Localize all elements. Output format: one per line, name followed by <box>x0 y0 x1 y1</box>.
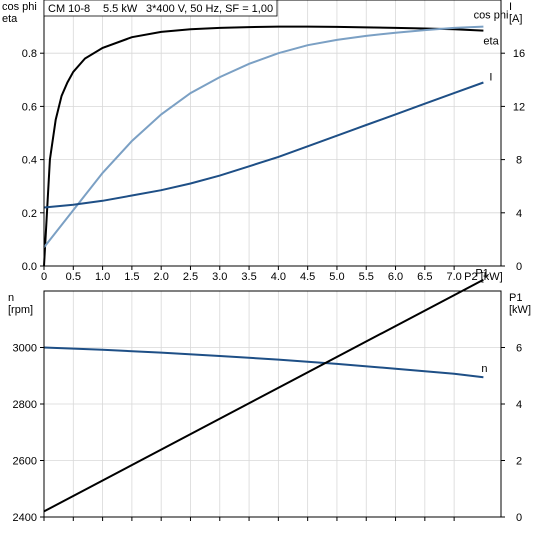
x-tick-label: 0.5 <box>66 271 81 283</box>
x-tick-label: 1.5 <box>124 271 139 283</box>
panel1-right-tick-label: 4 <box>516 208 522 220</box>
panel2-right-tick-label: 2 <box>516 456 522 468</box>
panel1-left-axis-title: eta <box>2 13 18 25</box>
x-tick-label: 3.5 <box>241 271 256 283</box>
chart-frames <box>40 0 505 521</box>
panel2-right-axis-title: P1 <box>509 292 522 304</box>
series-eta-line <box>43 25 484 267</box>
panel2-left-tick-label: 2600 <box>13 456 37 468</box>
panel1-right-tick-label: 12 <box>513 101 525 113</box>
panel2-left-tick-label: 3000 <box>13 343 37 355</box>
header-model: CM 10-8 <box>48 3 90 15</box>
panel1-right-tick-label: 8 <box>516 155 522 167</box>
x-tick-label: 4.5 <box>300 271 315 283</box>
header-supply: 3*400 V, 50 Hz, SF = 1,00 <box>146 3 273 15</box>
x-tick-label: 2.0 <box>154 271 169 283</box>
series-i-label: I <box>489 71 492 83</box>
series-i-line <box>43 81 484 209</box>
panel2-right-tick-label: 6 <box>516 343 522 355</box>
panel1-right-axis-title: [A] <box>509 13 522 25</box>
panel2-right-tick-label: 0 <box>516 512 522 524</box>
x-tick-label: 7.0 <box>446 271 461 283</box>
series-cos-phi-line <box>43 25 484 249</box>
header-power: 5.5 kW <box>103 3 138 15</box>
x-tick-label: 5.0 <box>329 271 344 283</box>
x-tick-label: 0 <box>41 271 47 283</box>
panel1-left-axis-title: cos phi <box>2 1 37 13</box>
panel2-right-tick-label: 4 <box>516 399 522 411</box>
x-tick-label: 2.5 <box>183 271 198 283</box>
x-tick-label: 5.5 <box>359 271 374 283</box>
panel1-left-tick-label: 0.0 <box>22 261 37 273</box>
x-tick-label: 6.5 <box>417 271 432 283</box>
x-tick-label: 6.0 <box>388 271 403 283</box>
panel2-left-tick-label: 2800 <box>13 399 37 411</box>
panel1-left-tick-label: 0.6 <box>22 101 37 113</box>
series-eta-label: eta <box>483 36 499 48</box>
series-n-label: n <box>481 363 487 375</box>
chart-series <box>43 25 484 513</box>
panel1-right-tick-label: 0 <box>516 261 522 273</box>
panel1-right-axis-title: I <box>509 1 512 13</box>
series-p1-label: P1 <box>475 268 488 280</box>
x-tick-label: 3.0 <box>212 271 227 283</box>
panel1-right-tick-label: 16 <box>513 48 525 60</box>
panel1-left-tick-label: 0.4 <box>22 155 37 167</box>
panel2-left-axis-title: [rpm] <box>8 304 33 316</box>
x-tick-label: 4.0 <box>271 271 286 283</box>
panel2-left-axis-title: n <box>8 292 14 304</box>
x-axis-title: P2 [kW] <box>464 271 503 283</box>
panel2-left-tick-label: 2400 <box>13 512 37 524</box>
x-tick-label: 1.0 <box>95 271 110 283</box>
header-box <box>43 0 278 17</box>
series-n-line <box>43 346 484 379</box>
panel1-left-tick-label: 0.2 <box>22 208 37 220</box>
series-p1-line <box>43 278 484 513</box>
panel1-left-tick-label: 0.8 <box>22 48 37 60</box>
chart-grids <box>44 0 501 517</box>
panel1-frame <box>43 0 502 267</box>
series-cos-phi-label: cos phi <box>474 10 509 22</box>
panel2-right-axis-title: [kW] <box>509 304 531 316</box>
